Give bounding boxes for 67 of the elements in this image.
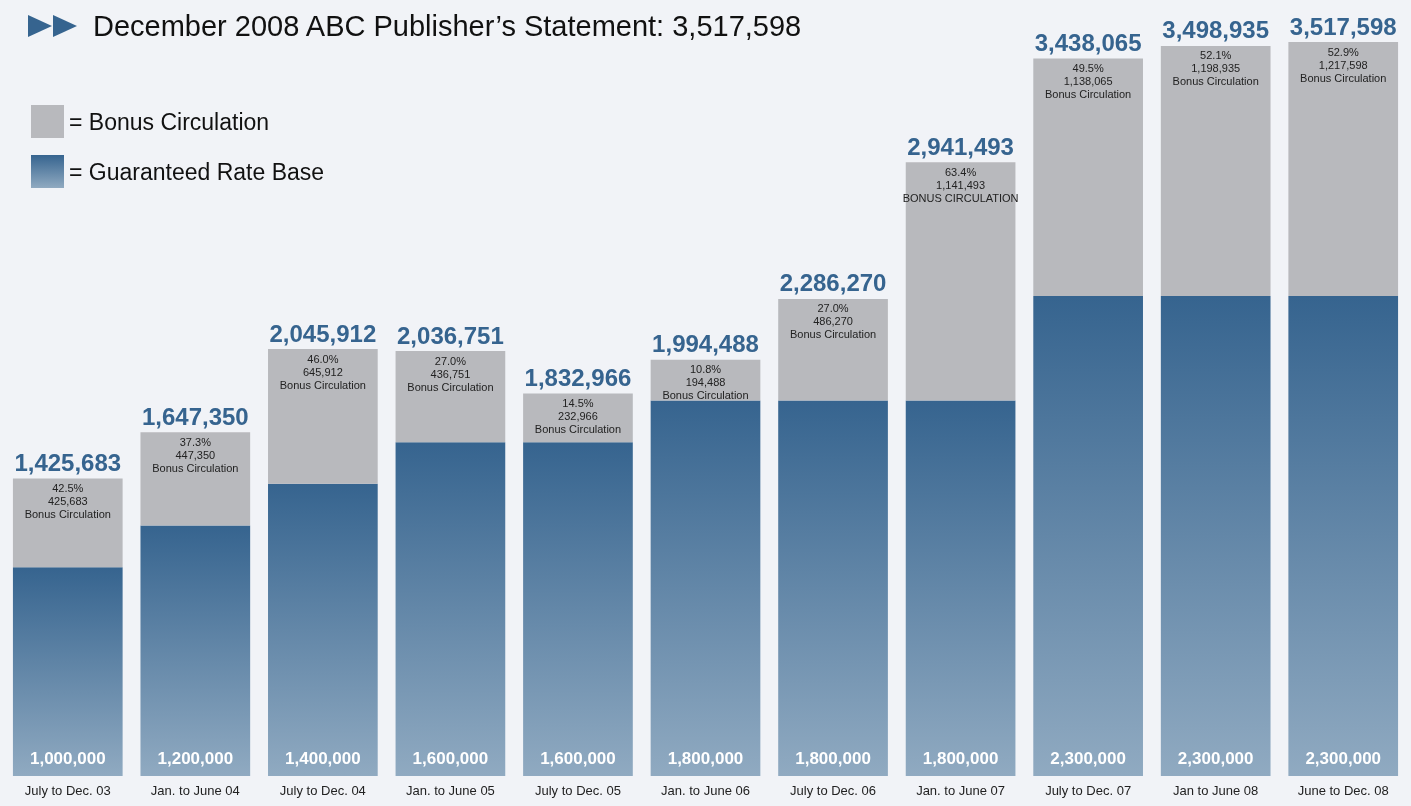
data-label: 1,200,000	[157, 748, 234, 768]
x-tick-label: July to Dec. 05	[534, 783, 621, 798]
bar	[905, 162, 1016, 401]
x-tick-label: June to Dec. 08	[1297, 783, 1389, 798]
data-label: 2,300,000	[1177, 748, 1254, 768]
data-label: 46.0% 645,912 Bonus Circulation	[279, 352, 366, 391]
bar	[140, 525, 251, 776]
total-label: 1,425,683	[14, 449, 122, 477]
data-label: 1,600,000	[540, 748, 616, 768]
x-tick-label: Jan. to June 05	[405, 783, 495, 798]
total-label: 3,438,065	[1034, 29, 1142, 57]
bar	[1288, 42, 1399, 297]
x-tick-label: July to Dec. 07	[1045, 783, 1132, 798]
bar	[395, 351, 506, 443]
data-label: 63.4% 1,141,493 BONUS CIRCULATION	[902, 165, 1019, 204]
bar	[1160, 45, 1271, 297]
bar	[12, 478, 123, 568]
data-label: 1,800,000	[922, 748, 999, 768]
bar	[395, 442, 506, 776]
total-label: 2,941,493	[907, 132, 1014, 160]
legend-label: = Guaranteed Rate Base	[69, 158, 325, 185]
bar	[140, 432, 251, 526]
total-label: 2,036,751	[397, 321, 504, 349]
x-tick-label: July to Dec. 06	[790, 783, 877, 798]
total-label: 2,286,270	[779, 269, 887, 297]
x-tick-label: July to Dec. 04	[279, 783, 366, 798]
data-label: 27.0% 486,270 Bonus Circulation	[789, 302, 877, 341]
data-label: 27.0% 436,751 Bonus Circulation	[407, 354, 494, 393]
data-label: 37.3% 447,350 Bonus Circulation	[152, 435, 239, 474]
chart-title: December 2008 ABC Publisher’s Statement: 3,517,598	[93, 9, 802, 42]
bar	[650, 400, 761, 776]
bar	[523, 442, 633, 776]
bar	[905, 400, 1016, 776]
bar	[12, 567, 123, 776]
data-label: 49.5% 1,138,065 Bonus Circulation	[1045, 62, 1132, 101]
data-label: 2,300,000	[1305, 748, 1382, 768]
data-label: 14.5% 232,966 Bonus Circulation	[534, 397, 622, 436]
x-tick-label: Jan. to June 04	[150, 783, 240, 798]
data-label: 52.1% 1,198,935 Bonus Circulation	[1172, 49, 1259, 88]
data-label: 2,300,000	[1050, 748, 1126, 768]
data-label: 42.5% 425,683 Bonus Circulation	[24, 482, 111, 521]
x-tick-label: Jan. to June 06	[661, 783, 750, 798]
total-label: 1,647,350	[141, 402, 249, 430]
x-tick-label: Jan to June 08	[1173, 783, 1259, 798]
total-label: 2,045,912	[269, 319, 377, 347]
bar	[1288, 296, 1399, 776]
total-label: 1,994,488	[652, 330, 759, 358]
bar	[778, 400, 888, 776]
x-tick-label: Jan. to June 07	[916, 783, 1006, 798]
data-label: 52.9% 1,217,598 Bonus Circulation	[1300, 45, 1387, 84]
total-label: 1,832,966	[524, 364, 632, 392]
data-label: 1,000,000	[29, 748, 106, 768]
data-label: 1,600,000	[412, 748, 489, 768]
data-label: 1,400,000	[285, 748, 361, 768]
bar	[1033, 296, 1143, 776]
data-label: 1,800,000	[667, 748, 744, 768]
bar	[778, 298, 888, 401]
legend-label: = Bonus Circulation	[69, 108, 270, 135]
bar	[268, 349, 378, 484]
data-label: 1,800,000	[795, 748, 871, 768]
bar	[1033, 58, 1143, 297]
bar	[268, 483, 378, 776]
bar	[1160, 296, 1271, 776]
x-tick-label: July to Dec. 03	[24, 783, 111, 798]
data-label: 10.8% 194,488 Bonus Circulation	[662, 363, 749, 402]
total-label: 3,498,935	[1162, 16, 1270, 44]
total-label: 3,517,598	[1289, 12, 1397, 40]
